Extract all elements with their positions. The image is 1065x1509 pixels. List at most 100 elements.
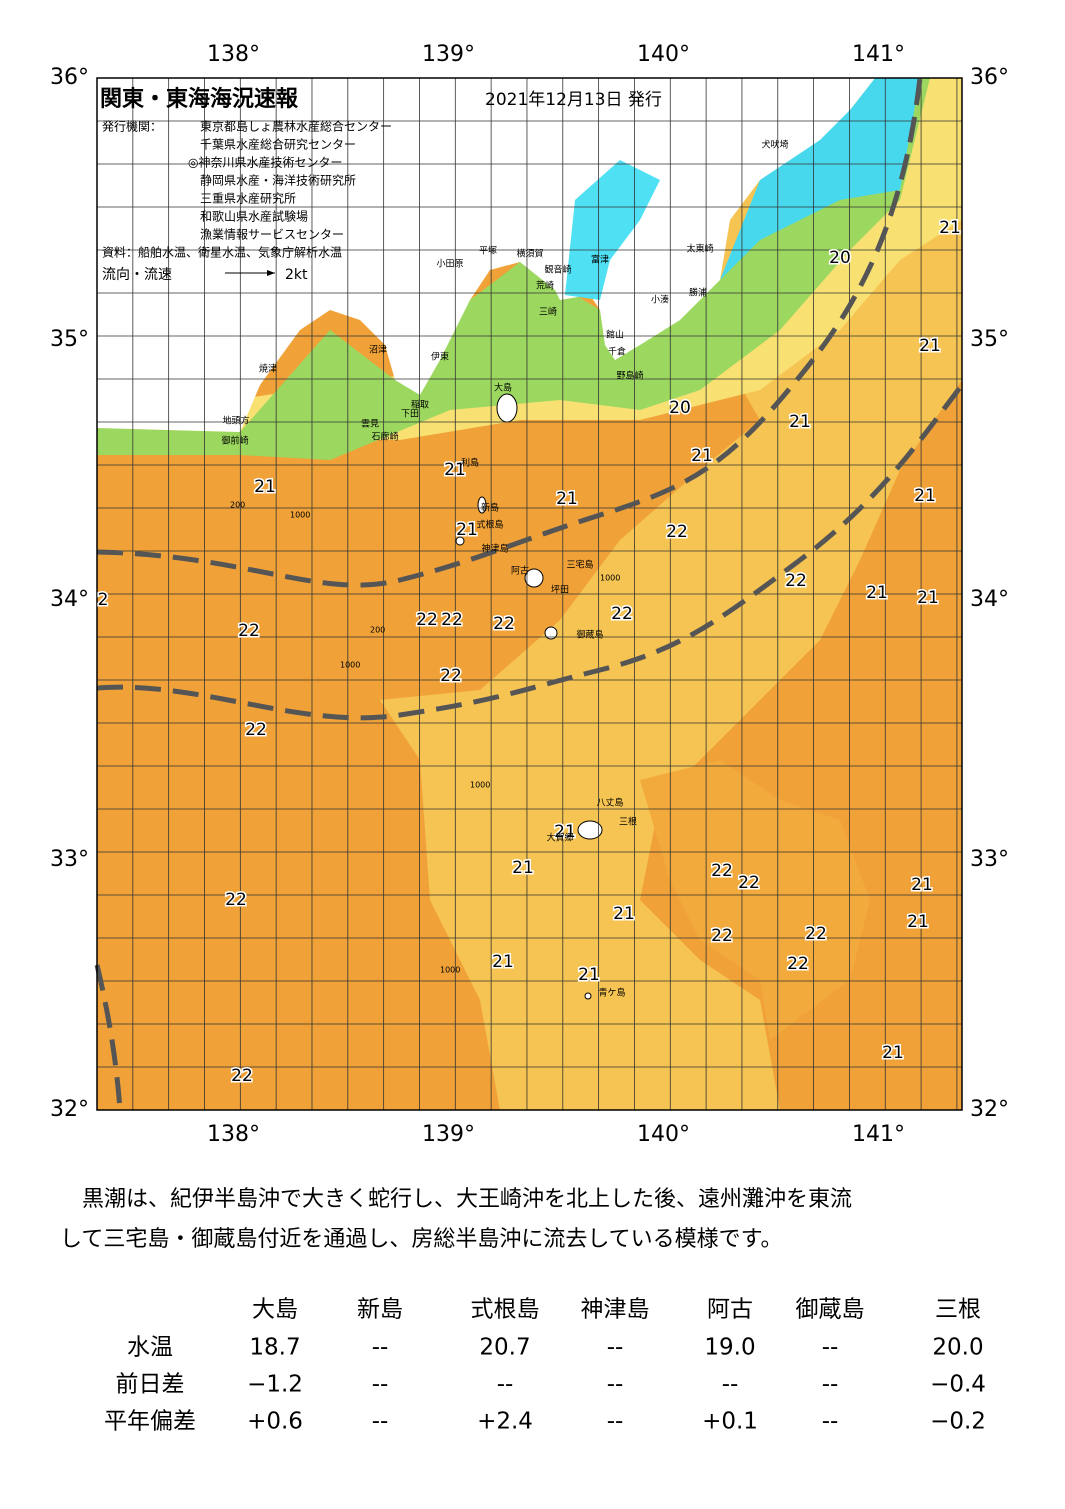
place-name: 三根	[619, 816, 637, 828]
map-frame	[96, 77, 963, 1111]
column-header: 三根	[935, 1297, 981, 1323]
place-name: 神津島	[481, 543, 508, 555]
temperature-label: 22	[493, 614, 515, 634]
place-name: 小湊	[651, 294, 669, 306]
island	[477, 496, 487, 514]
island	[544, 626, 558, 640]
lon-label: 140°	[637, 42, 690, 67]
temperature-label: 22	[787, 954, 809, 974]
description-line: して三宅島・御蔵島付近を通過し、房総半島沖に流去している模様です。	[60, 1227, 782, 1252]
temperature-label: 21	[919, 336, 941, 356]
place-name: 大賀郷	[546, 832, 573, 844]
place-name: 富津	[591, 254, 609, 266]
temperature-label: 22	[711, 861, 733, 881]
lat-label: 33°	[50, 847, 89, 872]
temperature-label: 21	[456, 520, 478, 540]
temperature-label: 21	[492, 952, 514, 972]
table-cell: 19.0	[704, 1335, 755, 1361]
table-cell: 20.7	[479, 1335, 530, 1361]
temperature-label: 21	[911, 875, 933, 895]
temperature-label: 21	[556, 489, 578, 509]
temperature-label: 21	[512, 858, 534, 878]
temperature-label: 22	[666, 522, 688, 542]
temperature-label: 21	[254, 477, 276, 497]
table-cell: --	[372, 1372, 389, 1398]
place-name: 沼津	[369, 345, 387, 356]
coastal-band	[97, 78, 930, 460]
issuer-name: 漁業情報サービスセンター	[200, 228, 344, 242]
title: 関東・東海海況速報	[100, 86, 299, 112]
table-cell: −1.2	[247, 1372, 303, 1398]
lon-label: 139°	[422, 1122, 475, 1147]
place-name: 勝浦	[689, 287, 707, 299]
contour-label: 200	[370, 626, 385, 635]
cold-water	[720, 78, 920, 280]
island	[577, 820, 603, 840]
contour-label: 1000	[470, 781, 490, 790]
place-name: 野島崎	[616, 370, 643, 382]
issuer-name: 東京都島しょ農林水産総合センター	[200, 119, 392, 134]
table-cell: --	[497, 1372, 514, 1398]
temperature-label: 22	[238, 621, 260, 641]
place-name: 小田原	[436, 259, 463, 270]
temperature-label: 22	[785, 571, 807, 591]
place-name: 八丈島	[596, 797, 623, 809]
island	[455, 536, 465, 546]
date: 2021年12月13日 発行	[485, 90, 662, 110]
contour-label: 200	[230, 501, 245, 510]
table-cell: --	[822, 1335, 839, 1361]
temperature-label: 21	[907, 912, 929, 932]
table-cell: 18.7	[249, 1335, 300, 1361]
temperature-label: 22	[440, 666, 462, 686]
lat-label: 33°	[970, 847, 1009, 872]
kuroshio-axis	[96, 77, 923, 588]
table-cell: +2.4	[477, 1409, 533, 1435]
legend-label: 流向・流速	[102, 267, 172, 283]
lat-label: 34°	[970, 587, 1009, 612]
grid	[97, 78, 962, 1110]
place-name: 式根島	[476, 519, 503, 531]
place-name: 稲取	[411, 399, 429, 411]
temperature-label: 21	[914, 486, 936, 506]
temperature-label: 21	[613, 904, 635, 924]
table-cell: −0.2	[930, 1409, 986, 1435]
temperature-label: 20	[829, 248, 851, 268]
row-label: 前日差	[116, 1372, 185, 1398]
lon-label: 138°	[207, 1122, 260, 1147]
row-label: 平年偏差	[104, 1409, 196, 1435]
row-label: 水温	[127, 1335, 173, 1361]
contour-label: 1000	[340, 661, 360, 670]
kuroshio-edge	[94, 964, 123, 1111]
lat-label: 35°	[970, 327, 1009, 352]
lon-label: 138°	[207, 42, 260, 67]
place-name: 横須賀	[516, 248, 543, 260]
temperature-label: 22	[245, 720, 267, 740]
place-name: 焼津	[259, 364, 277, 375]
place-name: 千倉	[608, 346, 626, 358]
tokyo-bay	[565, 160, 660, 300]
legend-scale: 2kt	[285, 267, 308, 283]
lat-label: 35°	[50, 327, 89, 352]
description: 黒潮は、紀伊半島沖で大きく蛇行し、大王崎沖を北上した後、遠州灘沖を東流 して三宅…	[60, 1187, 852, 1252]
place-name: 三宅島	[566, 559, 593, 571]
place-name: 大島	[494, 382, 512, 394]
temperature-label: 21	[554, 822, 576, 842]
issuer-name: 和歌山県水産試験場	[200, 209, 308, 224]
place-name: 三崎	[539, 306, 557, 318]
place-name: 館山	[606, 329, 624, 341]
lat-label: 32°	[50, 1097, 89, 1122]
place-name: 坪田	[551, 585, 569, 596]
lon-label: 141°	[852, 1122, 905, 1147]
lon-label: 140°	[637, 1122, 690, 1147]
description-line: 黒潮は、紀伊半島沖で大きく蛇行し、大王崎沖を北上した後、遠州灘沖を東流	[60, 1187, 852, 1212]
place-name: 御蔵島	[576, 629, 603, 641]
table-cell: −0.4	[930, 1372, 986, 1398]
contour-label: 1000	[440, 966, 460, 975]
lat-label: 36°	[50, 65, 89, 90]
column-header: 大島	[252, 1297, 298, 1323]
table-cell: +0.1	[702, 1409, 758, 1435]
temperature-label: 21	[691, 446, 713, 466]
island	[524, 568, 544, 588]
